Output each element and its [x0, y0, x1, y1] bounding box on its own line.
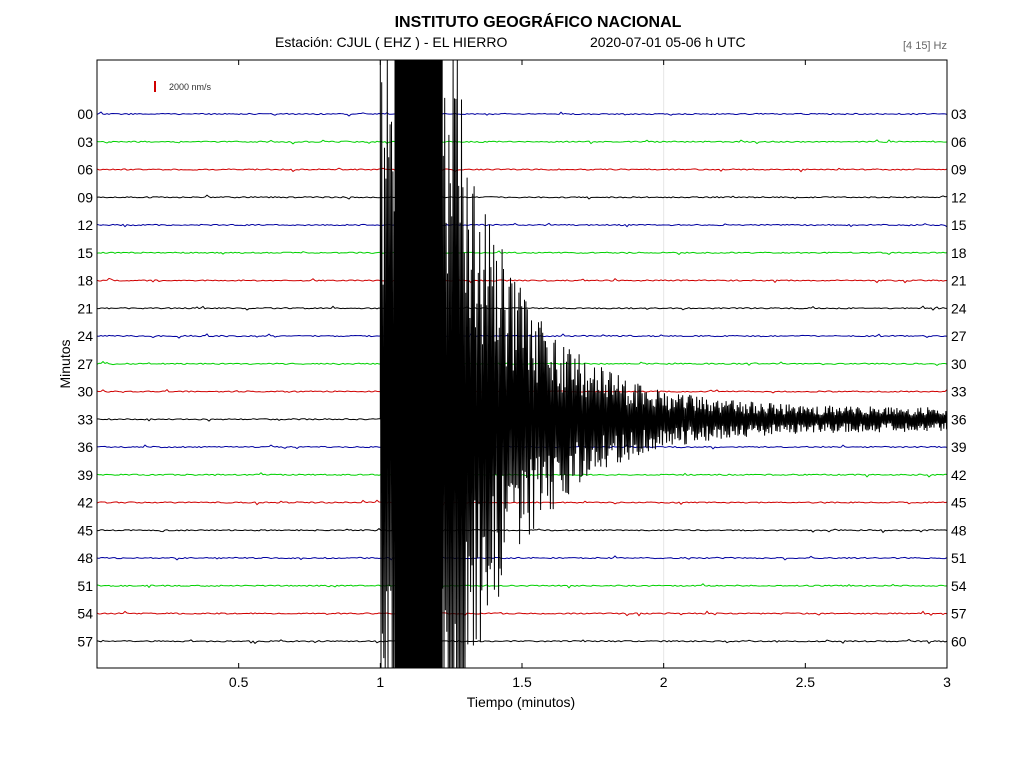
x-tick-label: 2 [660, 674, 668, 690]
x-tick-label: 1.5 [512, 674, 532, 690]
right-label: 39 [951, 439, 967, 455]
trace-15 [96, 250, 948, 256]
right-trace-labels: 03 06 09 12 15 18 21 24 27 30 33 36 39 42 45 48 51 54 57 60 [951, 106, 967, 649]
earthquake-signal [379, 59, 948, 669]
left-label: 24 [77, 328, 93, 344]
left-label: 51 [77, 578, 93, 594]
trace-57 [96, 638, 948, 645]
filter-label: [4 15] Hz [903, 40, 947, 52]
left-label: 00 [77, 106, 93, 122]
trace-39 [96, 472, 948, 478]
right-label: 57 [951, 606, 967, 622]
x-tick-label: 2.5 [796, 674, 816, 690]
left-label: 57 [77, 633, 93, 649]
trace-45 [96, 527, 948, 534]
scale-label: 2000 nm/s [169, 82, 212, 92]
chart-title: INSTITUTO GEOGRÁFICO NACIONAL [395, 12, 682, 31]
right-label: 12 [951, 189, 967, 205]
right-label: 06 [951, 134, 967, 150]
right-label: 60 [951, 633, 967, 649]
left-label: 15 [77, 245, 93, 261]
right-label: 42 [951, 467, 967, 483]
left-label: 21 [77, 300, 93, 316]
x-tick-label: 1 [376, 674, 384, 690]
trace-18 [96, 277, 948, 284]
right-label: 54 [951, 578, 967, 594]
right-label: 45 [951, 495, 967, 511]
trace-54 [96, 610, 948, 617]
right-label: 27 [951, 328, 967, 344]
right-label: 21 [951, 273, 967, 289]
trace-06 [96, 167, 948, 173]
right-label: 03 [951, 106, 967, 122]
trace-03 [96, 139, 948, 145]
right-label: 51 [951, 550, 967, 566]
trace-51 [96, 582, 948, 589]
x-axis-label: Tiempo (minutos) [467, 694, 575, 710]
left-label: 27 [77, 356, 93, 372]
x-tick-label: 0.5 [229, 674, 249, 690]
right-label: 24 [951, 300, 967, 316]
left-label: 33 [77, 411, 93, 427]
event-core [394, 60, 443, 668]
y-axis-label: Minutos [57, 339, 73, 388]
event-waveform [379, 59, 948, 669]
left-trace-labels: 00 03 06 09 12 15 18 21 24 27 30 33 36 39 42 45 48 51 54 57 [77, 106, 93, 649]
right-label: 09 [951, 162, 967, 178]
right-label: 48 [951, 522, 967, 538]
left-label: 12 [77, 217, 93, 233]
left-label: 30 [77, 384, 93, 400]
left-label: 03 [77, 134, 93, 150]
right-label: 30 [951, 356, 967, 372]
x-tick-label: 3 [943, 674, 951, 690]
trace-09 [96, 194, 948, 200]
left-label: 48 [77, 550, 93, 566]
x-axis-ticks: 0.5 1 1.5 2 2.5 3 [229, 60, 951, 690]
right-label: 18 [951, 245, 967, 261]
trace-00 [96, 111, 948, 117]
date-label: 2020-07-01 05-06 h UTC [590, 34, 746, 50]
left-label: 06 [77, 162, 93, 178]
right-label: 36 [951, 411, 967, 427]
left-label: 18 [77, 273, 93, 289]
trace-12 [96, 222, 948, 228]
left-label: 39 [77, 467, 93, 483]
right-label: 15 [951, 217, 967, 233]
trace-42 [96, 499, 948, 506]
left-label: 42 [77, 495, 93, 511]
trace-48 [96, 555, 948, 561]
left-label: 54 [77, 606, 93, 622]
left-label: 36 [77, 439, 93, 455]
left-label: 09 [77, 189, 93, 205]
left-label: 45 [77, 522, 93, 538]
right-label: 33 [951, 384, 967, 400]
station-label: Estación: CJUL ( EHZ ) - EL HIERRO [275, 34, 507, 50]
